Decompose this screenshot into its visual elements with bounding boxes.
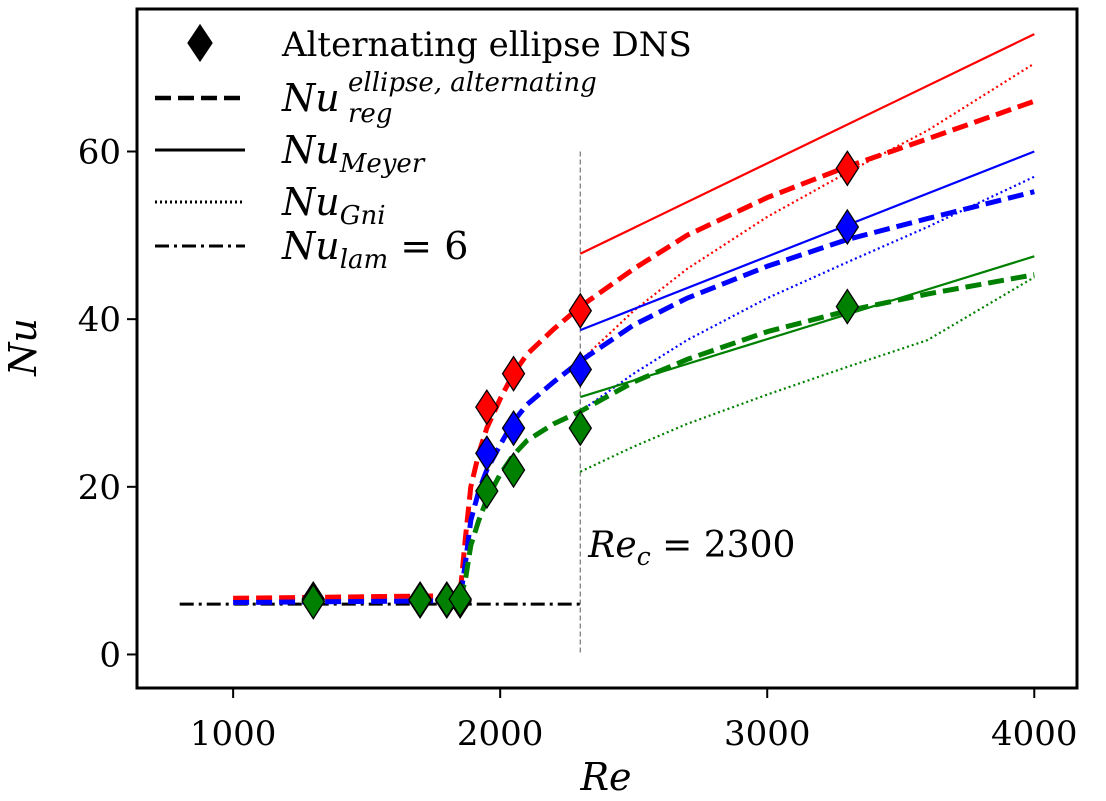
plot-annotation: Rec = 2300: [587, 525, 795, 571]
dns-point-green: [448, 580, 472, 618]
dns-point-red: [568, 292, 593, 329]
y-tick-label: 40: [78, 300, 121, 340]
y-tick-label: 20: [78, 468, 121, 508]
recrit-annotation: Rec = 2300: [587, 525, 795, 571]
legend-label: NuMeyer: [281, 128, 426, 179]
x-tick-label: 3000: [724, 714, 811, 754]
x-tick-label: 1000: [190, 714, 277, 754]
dns-point-green: [501, 451, 526, 489]
dns-point-blue: [501, 409, 526, 447]
legend-label: Nu regellipse, alternating: [281, 68, 597, 129]
gnielinski-line-green: [579, 276, 1035, 473]
plot-lines: [179, 33, 1036, 655]
dns-point-red: [501, 355, 526, 392]
dns-point-blue: [475, 435, 499, 472]
x-tick-label: 4000: [991, 714, 1078, 754]
regression-curve-red: [233, 98, 1036, 601]
dns-point-blue: [568, 351, 593, 388]
plot-markers: [301, 150, 860, 620]
dns-point-green: [408, 581, 432, 619]
legend-marker-diamond: [187, 23, 213, 63]
legend-label: NuGni: [281, 180, 386, 231]
dns-point-blue: [835, 208, 860, 246]
y-axis-label: Nu: [1, 318, 45, 377]
dns-point-green: [835, 288, 860, 325]
dns-point-red: [835, 150, 860, 187]
dns-point-green: [568, 409, 593, 447]
dns-point-red: [475, 388, 499, 426]
meyer-line-green: [579, 255, 1035, 399]
meyer-line-blue: [579, 150, 1035, 332]
axes: 1000 2000 3000 4000 0 20 40 60: [78, 7, 1079, 754]
x-axis-label: Re: [579, 755, 631, 799]
y-tick-label: 60: [78, 133, 121, 173]
regression-curve-green: [457, 272, 1035, 601]
gnielinski-line-red: [579, 62, 1035, 362]
meyer-line-red: [579, 33, 1035, 255]
y-tick-label: 0: [99, 635, 121, 675]
legend-label: Nulam = 6: [281, 224, 468, 275]
x-tick-label: 2000: [457, 714, 544, 754]
plot-frame: [135, 7, 1079, 690]
dns-point-green: [475, 472, 499, 510]
gnielinski-line-blue: [579, 175, 1035, 413]
dns-point-green: [301, 583, 326, 620]
legend-label: Alternating ellipse DNS: [281, 25, 692, 65]
regression-curve-blue: [233, 189, 1035, 605]
